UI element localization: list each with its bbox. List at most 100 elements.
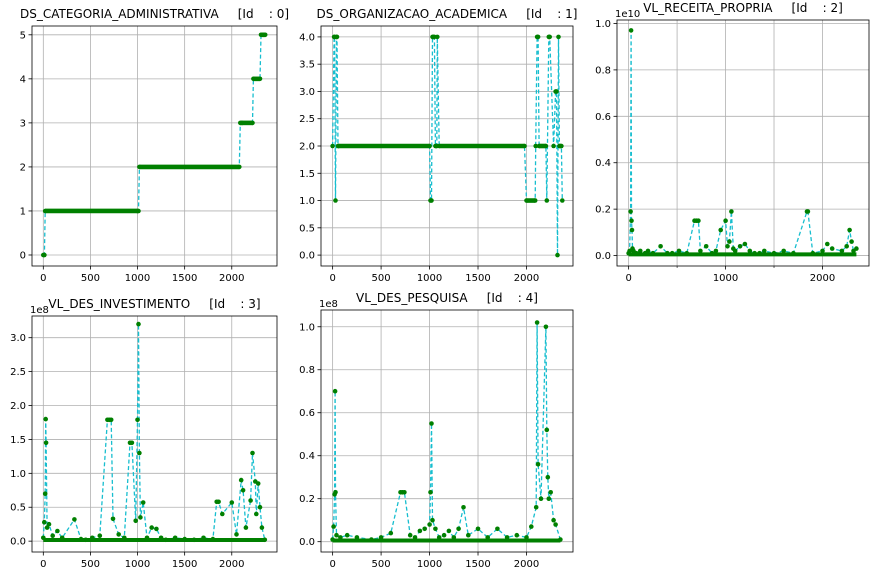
series-line <box>331 322 562 541</box>
y-tick-label: 3.0 <box>299 87 315 98</box>
y-tick-label: 1.0 <box>595 19 611 30</box>
data-point <box>629 227 635 233</box>
data-point <box>560 198 565 203</box>
x-tick-label: 1000 <box>417 273 442 284</box>
data-point <box>544 427 550 433</box>
data-point <box>628 209 633 214</box>
data-point <box>407 532 413 538</box>
data-point <box>430 517 435 523</box>
data-point <box>334 532 339 538</box>
x-tick-label: 500 <box>81 559 100 570</box>
subplot-title: DS_CATEGORIA_ADMINISTRATIVA [Id : 0] <box>20 7 289 21</box>
data-point <box>216 499 221 505</box>
subplot-3: 0 500 1000 1500 2000 0.0 0.5 1.0 1.5 2.0 2.5 3.0 1e8… <box>10 297 278 570</box>
y-tick-label: 0.5 <box>10 503 26 514</box>
data-point <box>844 244 849 249</box>
x-tick-label: 500 <box>372 559 391 570</box>
data-point <box>238 477 244 483</box>
x-tick-label: 2000 <box>514 559 539 570</box>
data-point <box>762 248 767 254</box>
data-point <box>243 525 249 530</box>
data-point <box>43 416 48 422</box>
axes-frame <box>320 309 574 553</box>
data-point <box>727 239 732 244</box>
y-tick-label: 0.0 <box>10 537 26 548</box>
data-point <box>718 227 723 233</box>
x-tick-label: 1500 <box>172 273 197 284</box>
data-point <box>698 248 703 254</box>
data-point <box>545 474 551 480</box>
data-point <box>723 218 728 223</box>
data-point <box>729 209 734 214</box>
y-tick-label: 1.0 <box>10 469 26 480</box>
data-point <box>732 248 738 254</box>
data-point <box>658 244 663 249</box>
data-point <box>429 198 434 203</box>
data-point <box>255 481 261 486</box>
y-tick-label: 0 <box>20 250 26 261</box>
x-tick-label: 2000 <box>514 273 539 284</box>
data-point <box>533 143 538 149</box>
data-point <box>253 511 259 517</box>
data-point <box>747 248 753 254</box>
y-tick-label: 1.5 <box>299 169 315 180</box>
x-tick-label: 0 <box>40 273 46 284</box>
y-tick-label: 1 <box>20 206 26 217</box>
data-point <box>388 530 394 536</box>
data-point <box>108 417 114 423</box>
data-point <box>330 143 335 149</box>
x-tick-label: 0 <box>625 273 631 284</box>
y-tick-label: 2.0 <box>299 142 315 153</box>
series-line <box>331 36 563 256</box>
data-point <box>149 525 154 530</box>
x-tick-label: 1500 <box>465 559 490 570</box>
data-point <box>43 440 49 446</box>
data-point <box>713 248 719 254</box>
data-point <box>248 498 253 503</box>
data-point <box>72 517 77 522</box>
data-point <box>417 528 423 534</box>
data-point <box>154 526 159 532</box>
data-point <box>138 515 143 520</box>
x-tick-label: 1000 <box>125 273 150 284</box>
data-point <box>46 521 52 527</box>
data-point <box>556 34 561 40</box>
data-point <box>429 421 434 426</box>
y-tick-label: 1.5 <box>10 435 26 446</box>
y-tick-label: 0.0 <box>595 251 611 262</box>
subplot-1: 0 500 1000 1500 2000 0.0 0.5 1.0 1.5 2.0 2.5 3.0 3.5… <box>299 7 577 284</box>
data-point <box>441 532 447 538</box>
x-tick-label: 0 <box>329 559 335 570</box>
data-point <box>42 519 47 525</box>
y-tick-label: 0.6 <box>595 112 611 123</box>
axis-multiplier: 1e8 <box>30 305 49 316</box>
data-point <box>250 450 255 456</box>
data-point <box>529 524 534 529</box>
x-tick-label: 0 <box>40 559 46 570</box>
subplot-title: VL_RECEITA_PROPRIA [Id : 2] <box>643 1 843 15</box>
data-point <box>433 526 438 532</box>
y-tick-label: 5 <box>20 30 26 41</box>
subplot-4: 0 500 1000 1500 2000 0.0 0.2 0.4 0.6 0.8 1.0 1e8 VL_… <box>299 291 574 570</box>
axes-frame <box>616 19 870 267</box>
axis-multiplier: 1e10 <box>615 9 640 20</box>
data-point <box>533 505 539 510</box>
data-point <box>548 490 553 495</box>
y-tick-label: 1.0 <box>299 196 315 207</box>
data-point <box>534 320 540 325</box>
data-point <box>259 525 265 530</box>
data-point <box>546 496 552 502</box>
data-point <box>553 522 558 527</box>
x-tick-label: 0 <box>329 273 335 284</box>
data-point <box>332 388 338 394</box>
subplot-title: VL_DES_INVESTIMENTO [Id : 3] <box>48 297 260 311</box>
y-tick-label: 0.0 <box>299 251 315 262</box>
data-point <box>725 244 730 249</box>
y-tick-label: 4 <box>20 74 26 85</box>
y-tick-label: 0.4 <box>299 451 315 462</box>
x-tick-label: 500 <box>372 273 391 284</box>
y-tick-label: 0.0 <box>299 537 315 548</box>
data-point <box>628 28 634 33</box>
data-point <box>334 34 340 40</box>
data-point <box>42 491 48 497</box>
